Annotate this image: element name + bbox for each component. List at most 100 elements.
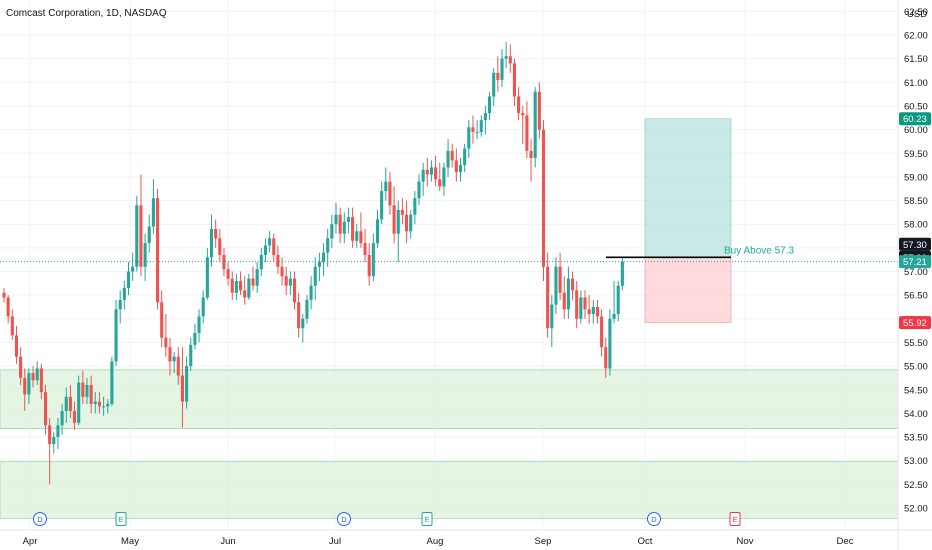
candle-body: [616, 285, 620, 315]
candle-body: [122, 288, 126, 300]
buy-line-label: Buy Above 57.3: [724, 245, 794, 256]
price-tick-label: 59.50: [904, 149, 928, 160]
candle-body: [27, 373, 31, 395]
price-tick-label: 60.50: [904, 101, 928, 112]
event-marker-d[interactable]: D: [337, 512, 351, 526]
candle-body: [334, 214, 338, 225]
candle-body: [421, 169, 425, 182]
candle-body: [384, 181, 388, 192]
candle-body: [537, 91, 541, 130]
candle-body: [214, 228, 218, 239]
candle-body: [413, 198, 417, 215]
dividend-marker[interactable]: [647, 512, 661, 526]
price-axis[interactable]: 52.00 52.50 53.00 53.50 54.00 54.50 55.00 55.50…: [897, 0, 931, 550]
price-tick-label: 58.00: [904, 220, 928, 231]
grid: [0, 0, 898, 530]
candle-body: [620, 261, 624, 286]
support-zone-1[interactable]: [0, 461, 899, 519]
price-label-57-30: 57.30: [899, 237, 931, 251]
candle-body: [292, 278, 297, 303]
candle-body: [85, 385, 89, 397]
time-axis[interactable]: Apr May Jun Jul Aug Sep Oct Nov Dec: [0, 529, 932, 547]
candle-body: [326, 238, 330, 253]
price-label-57-21: 57.21: [899, 255, 931, 269]
buy-line[interactable]: Buy Above 57.3: [606, 245, 794, 259]
candle-body: [405, 214, 409, 232]
candle-body: [68, 396, 72, 412]
candle-body: [500, 58, 504, 80]
stop-loss-zone[interactable]: [644, 257, 732, 323]
candle-body: [521, 113, 525, 116]
price-label-text: 57.30: [903, 240, 927, 251]
candle-body: [600, 316, 604, 348]
candle-body: [367, 254, 371, 277]
candle-body: [118, 299, 122, 310]
event-marker-letter: D: [651, 515, 657, 524]
price-tick-label: 52.00: [904, 504, 928, 515]
candle-body: [471, 127, 475, 132]
candle-body: [571, 278, 575, 291]
candle-body: [185, 366, 189, 402]
candle-body: [529, 150, 533, 158]
candle-body: [139, 205, 143, 267]
candle-body: [259, 254, 263, 270]
dividend-marker[interactable]: [337, 512, 351, 526]
event-marker-e[interactable]: E: [421, 512, 433, 526]
candle-body: [268, 238, 272, 246]
price-tick-label: 54.00: [904, 409, 928, 420]
candle-body: [608, 318, 612, 369]
candle-body: [14, 335, 18, 357]
candle-body: [446, 150, 450, 168]
candle-body: [172, 356, 176, 362]
candle-body: [164, 337, 168, 348]
candle-body: [504, 56, 508, 59]
candle-body: [276, 254, 280, 267]
candle-body: [475, 131, 479, 133]
support-zone-0[interactable]: [0, 369, 899, 429]
dividend-marker[interactable]: [33, 512, 47, 526]
event-marker-e[interactable]: E: [729, 512, 741, 526]
candle-body: [160, 302, 164, 338]
candle-body: [77, 382, 81, 423]
candle-body: [417, 181, 421, 199]
candle-body: [230, 278, 234, 293]
price-tick-label: 61.00: [904, 78, 928, 89]
candle-body: [180, 375, 184, 402]
support-zones: [0, 369, 899, 519]
candle-body: [52, 437, 56, 445]
event-marker-e[interactable]: E: [115, 512, 127, 526]
candle-body: [458, 165, 463, 173]
candle-body: [143, 243, 147, 267]
price-label-bg: [899, 316, 931, 330]
candle-body: [363, 243, 367, 255]
price-label-bg: [899, 237, 931, 251]
candle-body: [604, 347, 608, 369]
event-marker-d[interactable]: D: [33, 512, 47, 526]
candle-body: [558, 266, 562, 293]
candle-body: [400, 210, 404, 215]
candle-body: [193, 332, 197, 345]
candle-body: [463, 148, 467, 166]
trade-zone[interactable]: [644, 118, 732, 323]
candle-body: [562, 292, 566, 310]
candle-body: [583, 297, 587, 310]
event-marker-d[interactable]: D: [647, 512, 661, 526]
candle-body: [23, 377, 27, 395]
chart-title: Comcast Corporation, 1D, NASDAQ: [6, 8, 167, 19]
candle-body: [301, 318, 305, 329]
time-tick-label: Apr: [23, 536, 38, 547]
candle-body: [97, 401, 101, 407]
profit-target-zone[interactable]: [644, 118, 732, 258]
candle-body: [168, 347, 172, 362]
earnings-marker[interactable]: [421, 512, 433, 526]
candle-body: [479, 120, 483, 132]
candle-body: [114, 309, 118, 362]
earnings-marker[interactable]: [729, 512, 741, 526]
event-marker-letter: E: [118, 515, 123, 524]
price-label-text: 55.92: [903, 318, 927, 329]
candle-body: [525, 115, 529, 151]
candle-body: [272, 238, 276, 255]
earnings-marker[interactable]: [115, 512, 127, 526]
